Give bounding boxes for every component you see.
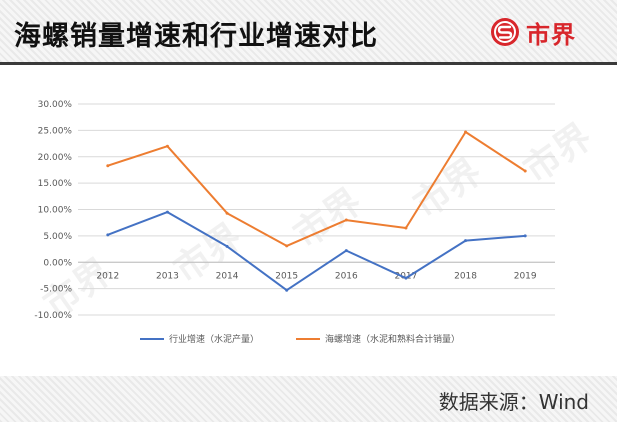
y-tick-label: -5.00% — [40, 285, 72, 295]
header-divider — [0, 62, 617, 65]
x-tick-label: 2014 — [216, 271, 239, 281]
brand-name: 市界 — [526, 20, 576, 49]
y-tick-label: 15.00% — [38, 179, 73, 189]
y-tick-label: -10.00% — [34, 311, 72, 321]
series-line-1 — [107, 211, 526, 292]
data-source: 数据来源：Wind — [438, 390, 589, 414]
series-line-2 — [107, 131, 526, 247]
x-tick-label: 2017 — [394, 271, 417, 281]
data-point — [344, 249, 348, 253]
x-tick-label: 2019 — [514, 271, 537, 281]
legend-label: 行业增速（水泥产量） — [169, 333, 259, 345]
data-point — [523, 234, 527, 238]
data-point — [464, 130, 468, 134]
data-point — [285, 288, 289, 292]
x-tick-label: 2013 — [156, 271, 179, 281]
y-tick-label: 20.00% — [38, 153, 73, 163]
data-point — [404, 276, 408, 280]
data-point — [344, 218, 348, 222]
data-point — [464, 239, 468, 243]
data-point — [225, 244, 229, 248]
x-tick-label: 2015 — [275, 271, 298, 281]
page-title: 海螺销量增速和行业增速对比 — [14, 21, 378, 52]
data-point — [106, 233, 110, 237]
data-point — [165, 210, 169, 214]
legend-label: 海螺增速（水泥和熟料合计销量） — [325, 333, 460, 345]
x-tick-label: 2018 — [454, 271, 477, 281]
data-point — [523, 169, 527, 173]
y-tick-label: 5.00% — [43, 232, 72, 242]
y-tick-label: 10.00% — [38, 206, 73, 216]
brand-logo: 市界 — [490, 14, 576, 50]
header-bar: 海螺销量增速和行业增速对比 市界 — [0, 0, 617, 62]
footer-bar: 数据来源：Wind — [0, 376, 617, 422]
line-chart: -10.00% -5.00% 0.00% 5.00% 10.00% 15.00% 20.00… — [34, 100, 555, 345]
data-point — [165, 144, 169, 148]
brand-s-circle-icon — [491, 18, 519, 46]
data-point — [285, 244, 289, 248]
data-point — [225, 211, 229, 215]
y-tick-label: 0.00% — [43, 258, 72, 268]
data-point — [106, 164, 110, 168]
x-tick-label: 2016 — [335, 271, 358, 281]
data-point — [404, 226, 408, 230]
y-tick-label: 30.00% — [38, 100, 73, 110]
x-tick-label: 2012 — [96, 271, 119, 281]
y-tick-label: 25.00% — [38, 126, 73, 136]
